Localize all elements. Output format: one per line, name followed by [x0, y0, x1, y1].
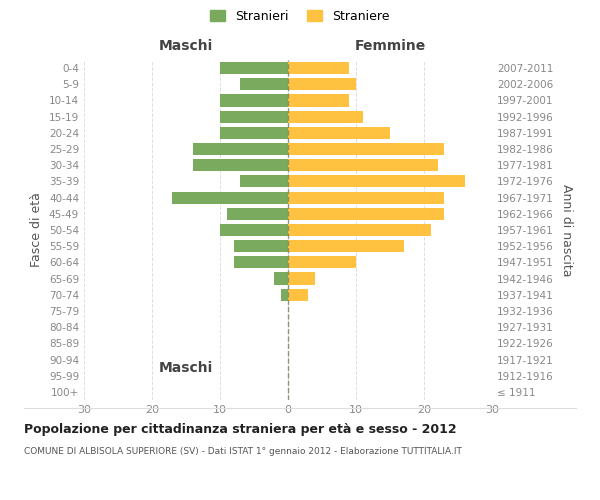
Bar — [288, 272, 315, 284]
Bar — [227, 208, 288, 220]
Bar — [193, 159, 288, 172]
Bar — [220, 94, 288, 106]
Bar — [288, 256, 356, 268]
Bar — [172, 192, 288, 203]
Text: Femmine: Femmine — [355, 38, 425, 52]
Text: Maschi: Maschi — [159, 38, 213, 52]
Bar — [288, 176, 465, 188]
Bar — [220, 110, 288, 122]
Bar — [288, 208, 445, 220]
Bar — [233, 256, 288, 268]
Y-axis label: Fasce di età: Fasce di età — [31, 192, 43, 268]
Bar — [288, 192, 445, 203]
Bar — [288, 62, 349, 74]
Bar — [220, 127, 288, 139]
Text: COMUNE DI ALBISOLA SUPERIORE (SV) - Dati ISTAT 1° gennaio 2012 - Elaborazione TU: COMUNE DI ALBISOLA SUPERIORE (SV) - Dati… — [24, 448, 462, 456]
Bar — [288, 110, 363, 122]
Y-axis label: Anni di nascita: Anni di nascita — [560, 184, 573, 276]
Bar — [288, 78, 356, 90]
Text: Popolazione per cittadinanza straniera per età e sesso - 2012: Popolazione per cittadinanza straniera p… — [24, 422, 457, 436]
Bar — [288, 224, 431, 236]
Text: Maschi: Maschi — [159, 362, 213, 376]
Bar — [274, 272, 288, 284]
Bar — [288, 143, 445, 155]
Bar — [288, 127, 390, 139]
Bar — [241, 78, 288, 90]
Bar — [288, 240, 404, 252]
Bar — [233, 240, 288, 252]
Legend: Stranieri, Straniere: Stranieri, Straniere — [206, 6, 394, 26]
Bar — [220, 224, 288, 236]
Bar — [288, 159, 437, 172]
Bar — [241, 176, 288, 188]
Bar — [288, 288, 308, 301]
Bar — [288, 94, 349, 106]
Bar — [281, 288, 288, 301]
Bar — [193, 143, 288, 155]
Bar — [220, 62, 288, 74]
